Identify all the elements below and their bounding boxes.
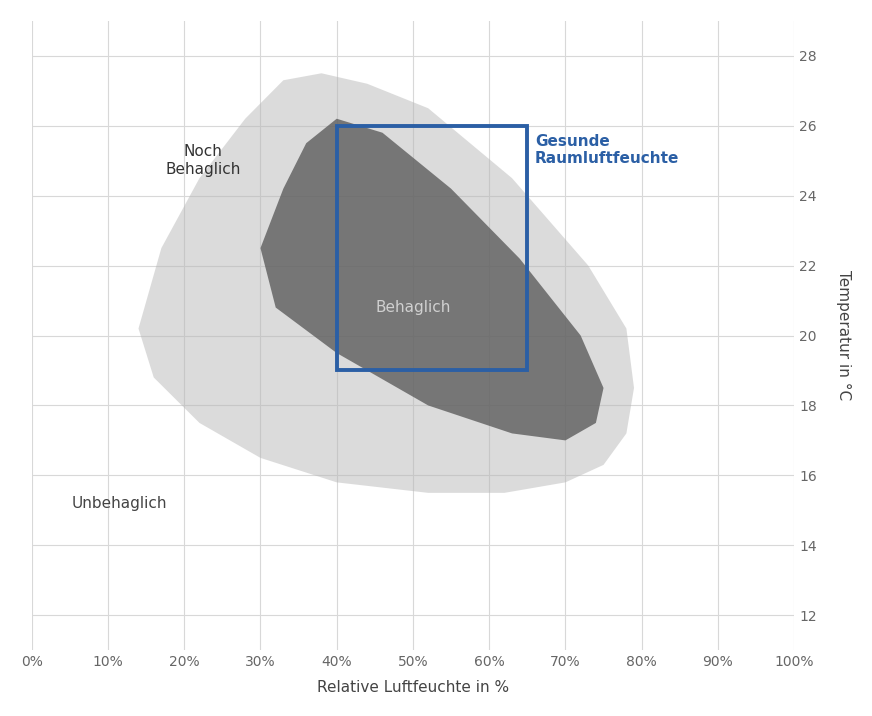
- Y-axis label: Temperatur in °C: Temperatur in °C: [836, 271, 851, 400]
- Text: Gesunde
Raumluftfeuchte: Gesunde Raumluftfeuchte: [535, 134, 679, 166]
- Polygon shape: [139, 73, 634, 493]
- Text: Unbehaglich: Unbehaglich: [72, 496, 167, 511]
- X-axis label: Relative Luftfeuchte in %: Relative Luftfeuchte in %: [317, 680, 509, 695]
- Text: Behaglich: Behaglich: [375, 300, 451, 315]
- Polygon shape: [261, 119, 603, 440]
- Text: Noch
Behaglich: Noch Behaglich: [166, 145, 241, 177]
- Bar: [337, 126, 528, 370]
